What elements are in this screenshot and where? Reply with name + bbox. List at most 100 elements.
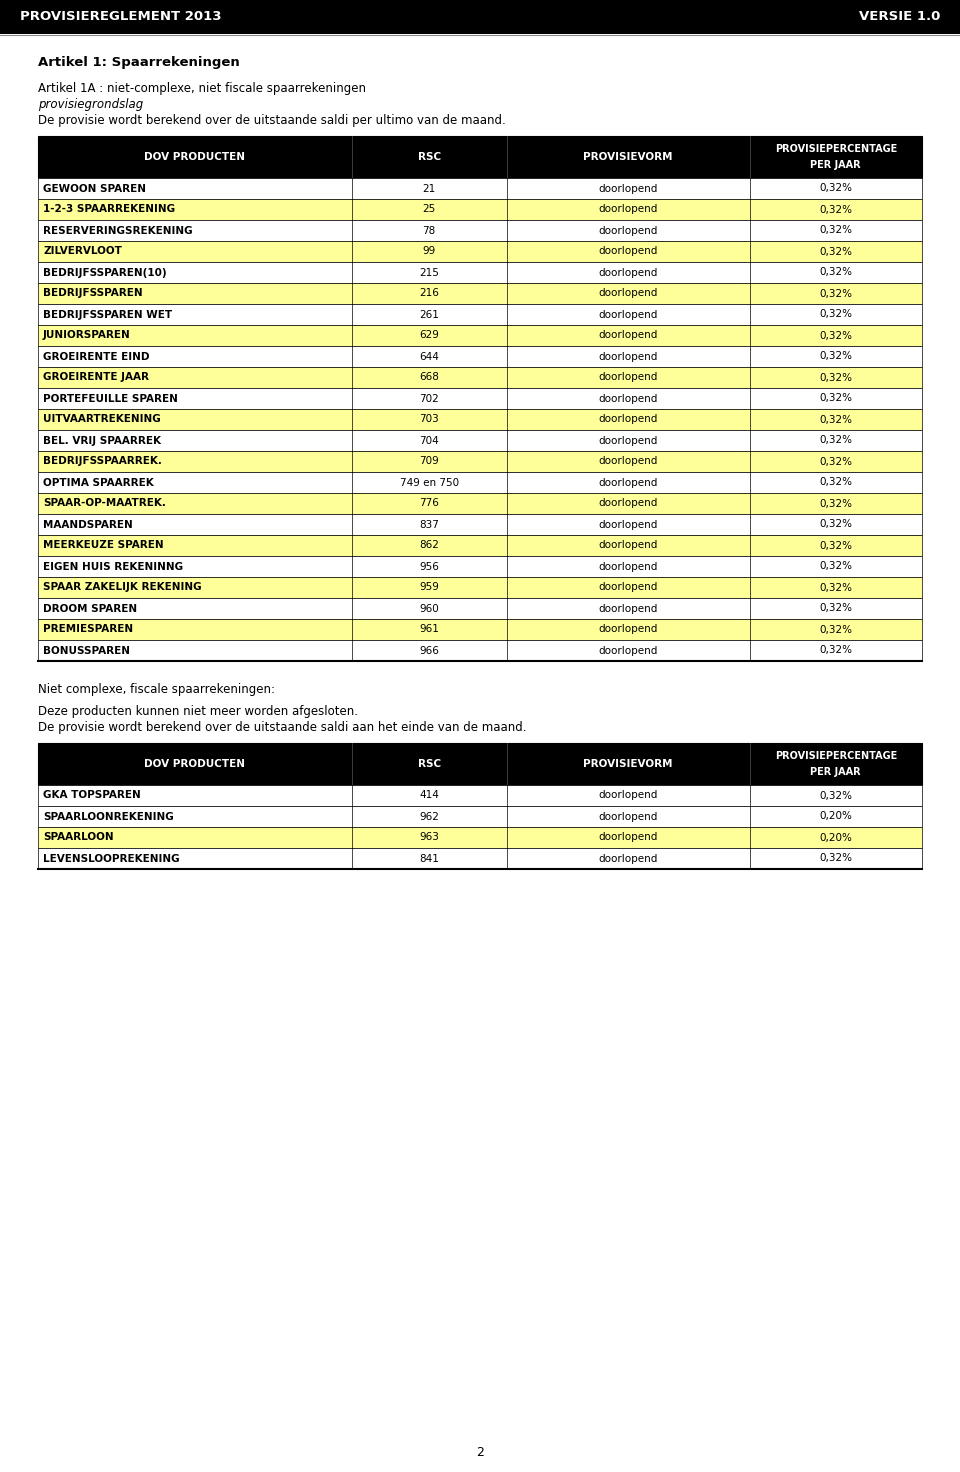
Text: 0,32%: 0,32%	[819, 477, 852, 487]
Text: 25: 25	[422, 205, 436, 215]
Bar	[38, 640, 922, 661]
Bar	[38, 325, 922, 346]
Text: 1-2-3 SPAARREKENING: 1-2-3 SPAARREKENING	[43, 205, 175, 215]
Text: 0,32%: 0,32%	[819, 436, 852, 446]
Text: doorlopend: doorlopend	[598, 456, 658, 467]
Text: MAANDSPAREN: MAANDSPAREN	[43, 520, 132, 530]
Text: 0,32%: 0,32%	[819, 499, 852, 508]
Text: doorlopend: doorlopend	[598, 520, 658, 530]
Text: 749 en 750: 749 en 750	[399, 477, 459, 487]
Bar	[38, 389, 922, 409]
Bar	[38, 493, 922, 514]
Text: 0,32%: 0,32%	[819, 854, 852, 864]
Bar	[38, 785, 922, 807]
Text: 0,32%: 0,32%	[819, 184, 852, 193]
Text: GROEIRENTE EIND: GROEIRENTE EIND	[43, 352, 150, 362]
Bar	[38, 178, 922, 199]
Text: LEVENSLOOPREKENING: LEVENSLOOPREKENING	[43, 854, 180, 864]
Text: doorlopend: doorlopend	[598, 583, 658, 593]
Bar	[38, 807, 922, 827]
Text: 0,32%: 0,32%	[819, 205, 852, 215]
Text: doorlopend: doorlopend	[598, 246, 658, 256]
Text: PER JAAR: PER JAAR	[810, 159, 861, 169]
Text: RESERVERINGSREKENING: RESERVERINGSREKENING	[43, 225, 193, 236]
Text: doorlopend: doorlopend	[598, 205, 658, 215]
Text: doorlopend: doorlopend	[598, 646, 658, 655]
Bar	[38, 305, 922, 325]
Text: doorlopend: doorlopend	[598, 225, 658, 236]
Text: 0,32%: 0,32%	[819, 456, 852, 467]
Text: doorlopend: doorlopend	[598, 268, 658, 278]
Text: De provisie wordt berekend over de uitstaande saldi aan het einde van de maand.: De provisie wordt berekend over de uitst…	[38, 721, 526, 735]
Text: 215: 215	[420, 268, 439, 278]
Bar	[38, 367, 922, 389]
Text: 702: 702	[420, 393, 439, 403]
Text: PROVISIEVORM: PROVISIEVORM	[584, 152, 673, 162]
Text: provisiegrondslag: provisiegrondslag	[38, 99, 143, 110]
Text: 862: 862	[420, 540, 439, 551]
Text: 668: 668	[420, 372, 439, 383]
Text: MEERKEUZE SPAREN: MEERKEUZE SPAREN	[43, 540, 163, 551]
Text: 0,32%: 0,32%	[819, 225, 852, 236]
Text: doorlopend: doorlopend	[598, 309, 658, 319]
Text: 960: 960	[420, 604, 439, 614]
Bar	[38, 262, 922, 283]
Text: 956: 956	[420, 561, 439, 571]
Text: 99: 99	[422, 246, 436, 256]
Text: BEDRIJFSSPAREN(10): BEDRIJFSSPAREN(10)	[43, 268, 167, 278]
Bar	[38, 848, 922, 868]
Text: doorlopend: doorlopend	[598, 289, 658, 299]
Text: BONUSSPAREN: BONUSSPAREN	[43, 646, 130, 655]
Bar	[38, 556, 922, 577]
Text: 0,32%: 0,32%	[819, 561, 852, 571]
Text: 644: 644	[420, 352, 439, 362]
Text: 966: 966	[420, 646, 439, 655]
Text: 709: 709	[420, 456, 439, 467]
Text: 841: 841	[420, 854, 439, 864]
Text: 0,32%: 0,32%	[819, 309, 852, 319]
Text: 776: 776	[420, 499, 439, 508]
Text: 0,32%: 0,32%	[819, 372, 852, 383]
Text: 704: 704	[420, 436, 439, 446]
Text: DROOM SPAREN: DROOM SPAREN	[43, 604, 137, 614]
Text: 963: 963	[420, 833, 439, 842]
Bar	[0, 0, 960, 34]
Text: GEWOON SPAREN: GEWOON SPAREN	[43, 184, 146, 193]
Text: doorlopend: doorlopend	[598, 561, 658, 571]
Text: SPAAR-OP-MAATREK.: SPAAR-OP-MAATREK.	[43, 499, 166, 508]
Text: 959: 959	[420, 583, 439, 593]
Bar	[38, 199, 922, 219]
Text: PROVISIEVORM: PROVISIEVORM	[584, 760, 673, 768]
Text: RSC: RSC	[418, 152, 441, 162]
Text: 0,32%: 0,32%	[819, 646, 852, 655]
Text: PROVISIEPERCENTAGE: PROVISIEPERCENTAGE	[775, 144, 897, 153]
Text: EIGEN HUIS REKENINNG: EIGEN HUIS REKENINNG	[43, 561, 183, 571]
Bar	[38, 283, 922, 305]
Bar	[38, 577, 922, 598]
Text: doorlopend: doorlopend	[598, 372, 658, 383]
Text: doorlopend: doorlopend	[598, 854, 658, 864]
Text: VERSIE 1.0: VERSIE 1.0	[858, 10, 940, 24]
Text: doorlopend: doorlopend	[598, 477, 658, 487]
Text: doorlopend: doorlopend	[598, 352, 658, 362]
Text: GROEIRENTE JAAR: GROEIRENTE JAAR	[43, 372, 149, 383]
Text: 21: 21	[422, 184, 436, 193]
Bar	[38, 620, 922, 640]
Bar	[38, 450, 922, 473]
Text: doorlopend: doorlopend	[598, 415, 658, 424]
Bar	[38, 346, 922, 367]
Text: doorlopend: doorlopend	[598, 624, 658, 634]
Text: doorlopend: doorlopend	[598, 499, 658, 508]
Bar	[38, 473, 922, 493]
Text: BEDRIJFSSPAARREK.: BEDRIJFSSPAARREK.	[43, 456, 162, 467]
Text: SPAARLOON: SPAARLOON	[43, 833, 113, 842]
Text: 216: 216	[420, 289, 439, 299]
Text: doorlopend: doorlopend	[598, 184, 658, 193]
Text: PROVISIEREGLEMENT 2013: PROVISIEREGLEMENT 2013	[20, 10, 222, 24]
Bar	[38, 219, 922, 241]
Text: 0,32%: 0,32%	[819, 268, 852, 278]
Bar	[38, 827, 922, 848]
Text: Artikel 1: Spaarrekeningen: Artikel 1: Spaarrekeningen	[38, 56, 240, 69]
Text: 0,32%: 0,32%	[819, 520, 852, 530]
Text: 0,32%: 0,32%	[819, 540, 852, 551]
